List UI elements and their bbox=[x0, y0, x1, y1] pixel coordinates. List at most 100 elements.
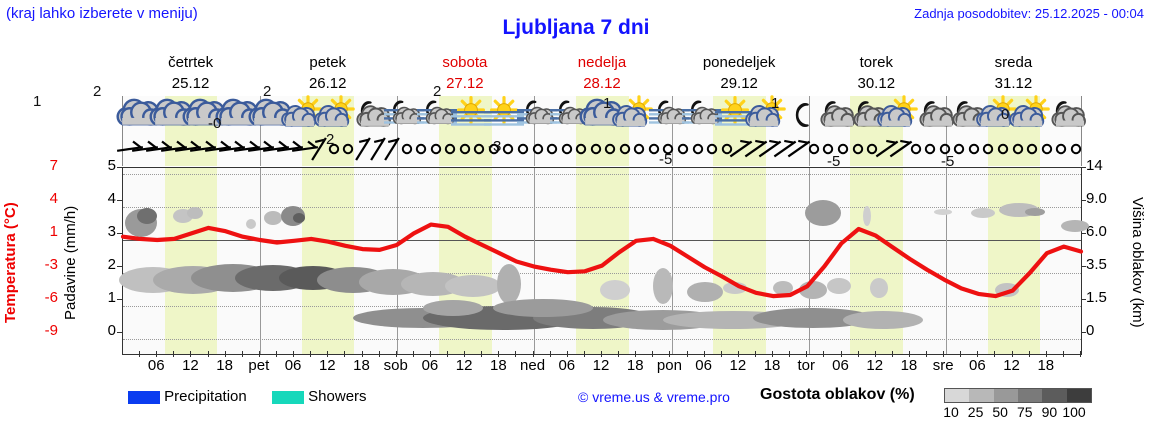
time-label-pon: pon bbox=[656, 357, 682, 374]
day-separator-5 bbox=[808, 168, 810, 354]
wind-calm-marker bbox=[663, 138, 703, 162]
day-date: 25.12 bbox=[171, 75, 210, 92]
time-label-06: 06 bbox=[284, 357, 302, 374]
time-tick-mark bbox=[1080, 351, 1081, 357]
cloud-density-scale-labels: 10 25 50 75 90 100 bbox=[938, 404, 1098, 422]
gridline-temp--3 bbox=[123, 273, 1081, 274]
wind-calm-marker bbox=[1027, 138, 1067, 162]
wind-calm-marker bbox=[939, 138, 979, 162]
wind-barb bbox=[139, 138, 179, 162]
copyright-text[interactable]: © vreme.us & vreme.pro bbox=[578, 389, 730, 405]
temperature-value-label: 2 bbox=[433, 83, 442, 100]
time-tick-mark bbox=[720, 351, 722, 357]
legend-precipitation-label: Precipitation bbox=[164, 388, 247, 405]
time-tick-mark bbox=[1011, 351, 1013, 357]
time-tick-mark bbox=[464, 351, 466, 357]
temperature-value-label: 1 bbox=[33, 93, 42, 110]
time-label-06: 06 bbox=[147, 357, 165, 374]
time-tick-mark bbox=[686, 351, 688, 357]
temperature-tick--9: -9 bbox=[44, 322, 58, 339]
time-tick-mark bbox=[994, 351, 996, 357]
time-tick-mark bbox=[977, 351, 979, 357]
wind-barb bbox=[110, 138, 150, 162]
wind-calm-marker bbox=[910, 138, 950, 162]
weather-icon-moon-fog bbox=[649, 97, 690, 137]
time-tick-mark bbox=[275, 351, 277, 357]
time-tick-mark bbox=[960, 351, 962, 357]
menu-hint-text: (kraj lahko izberete v meniju) bbox=[6, 5, 198, 22]
time-label-sob: sob bbox=[383, 357, 408, 374]
cloud-density-step-100 bbox=[1066, 389, 1091, 402]
wind-calm-marker bbox=[590, 138, 630, 162]
day-name: torek bbox=[859, 54, 893, 71]
wind-barb bbox=[736, 138, 776, 162]
weather-icon-moon-fog bbox=[682, 97, 723, 137]
day-name: ponedeljek bbox=[702, 54, 776, 71]
wind-calm-marker bbox=[808, 138, 848, 162]
wind-calm-marker bbox=[314, 138, 354, 162]
wind-calm-marker bbox=[692, 138, 732, 162]
cloud-density-field bbox=[119, 200, 1089, 330]
wind-calm-marker bbox=[474, 138, 514, 162]
time-tick-mark bbox=[412, 351, 414, 357]
wind-calm-marker bbox=[532, 138, 572, 162]
time-tick-mark bbox=[378, 351, 380, 357]
gridline-temp-1 bbox=[123, 240, 1081, 241]
wind-calm-marker bbox=[1041, 138, 1081, 162]
weather-icon-sun-cloud bbox=[877, 95, 921, 137]
cloud-density-step-50 bbox=[993, 389, 1018, 402]
wind-barb bbox=[779, 138, 819, 162]
wind-calm-marker bbox=[852, 138, 892, 162]
wind-calm-marker bbox=[416, 138, 456, 162]
wind-calm-marker bbox=[648, 138, 688, 162]
time-label-12: 12 bbox=[729, 357, 747, 374]
time-label-18: 18 bbox=[900, 357, 918, 374]
cloud-tick-mark bbox=[1081, 233, 1086, 234]
chart-legend: Precipitation Showers © vreme.us & vreme… bbox=[0, 386, 1152, 426]
wind-calm-marker bbox=[401, 138, 441, 162]
wind-calm-marker bbox=[838, 138, 878, 162]
time-tick-mark bbox=[207, 351, 209, 357]
cloud-height-tick-9.0: 9.0 bbox=[1086, 190, 1107, 207]
time-tick-mark bbox=[703, 351, 705, 357]
weather-icon-sun-fog bbox=[483, 95, 524, 137]
time-tick-mark bbox=[891, 351, 893, 357]
time-tick-mark bbox=[772, 351, 774, 357]
time-tick-mark bbox=[806, 351, 808, 357]
time-tick-mark bbox=[429, 351, 431, 357]
day-column-nedelja: nedelja 28.12 bbox=[533, 52, 670, 94]
weather-icon-moon-fog bbox=[384, 97, 425, 137]
temperature-tick-7: 7 bbox=[49, 157, 58, 174]
wind-barb bbox=[270, 138, 310, 162]
day-separator-6 bbox=[945, 168, 947, 354]
cloud-height-tick-1.5: 1.5 bbox=[1086, 289, 1107, 306]
precip-tick-mark bbox=[117, 200, 122, 201]
cloud-density-label-50: 50 bbox=[992, 404, 1008, 420]
temperature-tick-4: 4 bbox=[49, 190, 58, 207]
time-tick-mark bbox=[241, 351, 243, 357]
wind-barb bbox=[154, 138, 194, 162]
day-header-row: četrtek 25.12 petek 26.12 sobota 27.12 nedelja… bbox=[122, 52, 1082, 94]
time-label-12: 12 bbox=[182, 357, 199, 374]
wind-barb bbox=[299, 137, 339, 162]
cloud-density-label-25: 25 bbox=[967, 404, 984, 420]
weather-icon-moon bbox=[782, 97, 822, 137]
cloud-density-step-25 bbox=[969, 389, 994, 402]
time-tick-mark bbox=[515, 351, 517, 357]
weather-icon-sun-cloud bbox=[612, 95, 656, 137]
time-label-12: 12 bbox=[318, 357, 336, 374]
time-label-tor: tor bbox=[797, 357, 816, 374]
time-axis-labels: 06 12 18 pet 06 12 18 sob 06 12 18 ned 06 12 18 pon 06 12… bbox=[122, 351, 1082, 377]
time-label-18: 18 bbox=[353, 357, 370, 374]
temperature-line bbox=[120, 222, 1084, 299]
time-tick-mark bbox=[857, 351, 859, 357]
day-date: 28.12 bbox=[583, 75, 621, 92]
day-name: petek bbox=[309, 54, 347, 71]
wind-barb bbox=[198, 138, 238, 162]
cloud-height-axis-title: Višina oblakov (km) bbox=[1129, 197, 1146, 328]
temperature-axis-title: Temperatura (°C) bbox=[2, 202, 19, 323]
wind-barb bbox=[125, 138, 165, 162]
time-tick-mark bbox=[669, 351, 671, 357]
time-label-sre: sre bbox=[932, 357, 954, 374]
wind-calm-marker bbox=[998, 138, 1038, 162]
